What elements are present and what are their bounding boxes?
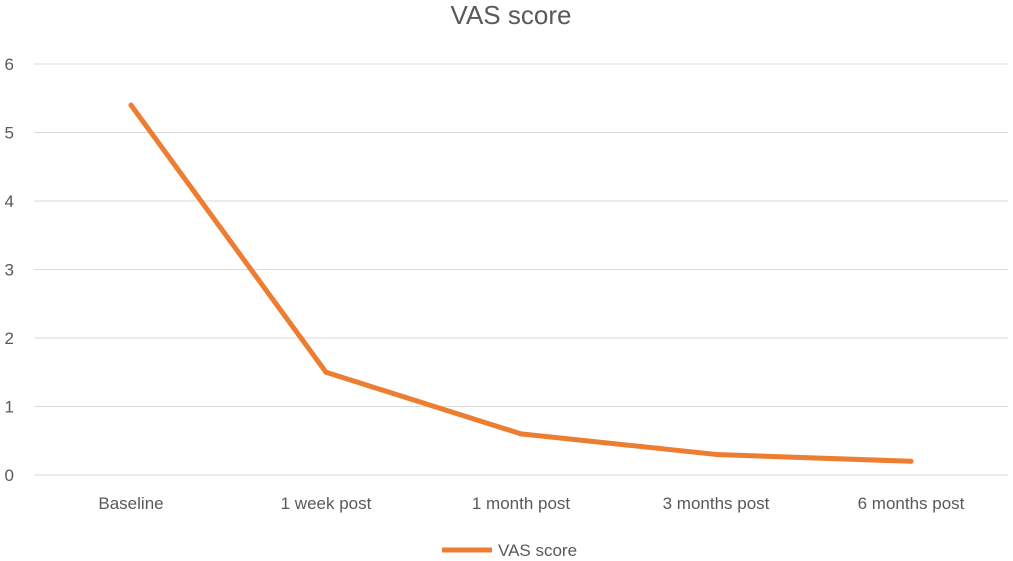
series-layer bbox=[128, 102, 914, 464]
y-tick-label: 1 bbox=[5, 398, 14, 417]
legend: VAS score bbox=[442, 541, 577, 560]
y-tick-label: 5 bbox=[5, 124, 14, 143]
y-tick-label: 6 bbox=[5, 55, 14, 74]
data-point bbox=[128, 102, 134, 108]
series-line bbox=[128, 102, 914, 464]
x-tick-label: 1 week post bbox=[281, 494, 372, 513]
legend-label: VAS score bbox=[498, 541, 577, 560]
x-tick-label: 6 months post bbox=[858, 494, 965, 513]
y-tick-label: 0 bbox=[5, 466, 14, 485]
x-tick-label: 1 month post bbox=[472, 494, 571, 513]
x-tick-label: 3 months post bbox=[663, 494, 770, 513]
gridlines bbox=[34, 63, 1008, 476]
data-point bbox=[713, 451, 719, 457]
y-tick-label: 3 bbox=[5, 261, 14, 280]
x-axis-ticks: Baseline 1 week post 1 month post 3 months … bbox=[98, 494, 964, 513]
data-point bbox=[908, 458, 914, 464]
data-point bbox=[518, 431, 524, 437]
x-tick-label: Baseline bbox=[98, 494, 163, 513]
y-tick-label: 4 bbox=[5, 192, 14, 211]
data-point bbox=[323, 369, 329, 375]
y-tick-label: 2 bbox=[5, 329, 14, 348]
chart-title: VAS score bbox=[451, 0, 572, 30]
y-axis-ticks: 0 1 2 3 4 5 6 bbox=[5, 55, 14, 485]
